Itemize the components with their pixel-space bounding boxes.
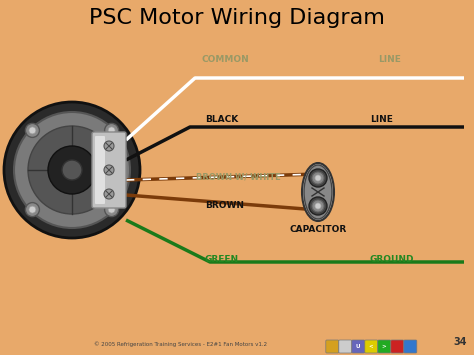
Circle shape bbox=[26, 124, 39, 137]
FancyBboxPatch shape bbox=[326, 340, 339, 353]
Circle shape bbox=[62, 160, 82, 180]
Circle shape bbox=[104, 165, 114, 175]
Circle shape bbox=[315, 175, 321, 181]
Circle shape bbox=[104, 141, 114, 151]
FancyBboxPatch shape bbox=[365, 340, 378, 353]
FancyBboxPatch shape bbox=[391, 340, 404, 353]
Text: © 2005 Refrigeration Training Services - E2#1 Fan Motors v1.2: © 2005 Refrigeration Training Services -… bbox=[93, 342, 267, 347]
Circle shape bbox=[29, 127, 36, 134]
Circle shape bbox=[315, 203, 321, 209]
Circle shape bbox=[26, 203, 39, 217]
Circle shape bbox=[4, 102, 140, 238]
FancyBboxPatch shape bbox=[95, 136, 105, 204]
FancyBboxPatch shape bbox=[404, 340, 417, 353]
Circle shape bbox=[29, 206, 36, 213]
Text: U: U bbox=[356, 344, 360, 349]
Text: LINE: LINE bbox=[370, 115, 393, 125]
Circle shape bbox=[104, 189, 114, 199]
Text: <: < bbox=[368, 344, 373, 349]
Text: PSC Motor Wiring Diagram: PSC Motor Wiring Diagram bbox=[89, 8, 385, 28]
Text: BROWN W/ WHITE: BROWN W/ WHITE bbox=[196, 173, 281, 181]
FancyBboxPatch shape bbox=[339, 340, 352, 353]
Circle shape bbox=[108, 127, 115, 134]
Circle shape bbox=[48, 146, 96, 194]
Text: 34: 34 bbox=[453, 337, 467, 347]
Ellipse shape bbox=[302, 163, 334, 221]
Text: BROWN: BROWN bbox=[205, 201, 244, 209]
Circle shape bbox=[312, 200, 324, 212]
Text: GROUND: GROUND bbox=[370, 256, 414, 264]
FancyBboxPatch shape bbox=[352, 340, 365, 353]
Ellipse shape bbox=[304, 165, 332, 219]
Text: LINE: LINE bbox=[379, 55, 401, 65]
Text: >: > bbox=[382, 344, 386, 349]
Text: CAPACITOR: CAPACITOR bbox=[289, 225, 346, 235]
Circle shape bbox=[309, 169, 327, 187]
Text: BLACK: BLACK bbox=[205, 115, 238, 125]
Circle shape bbox=[108, 206, 115, 213]
Circle shape bbox=[309, 197, 327, 215]
Circle shape bbox=[28, 126, 116, 214]
Text: COMMON: COMMON bbox=[201, 55, 249, 65]
FancyBboxPatch shape bbox=[92, 132, 126, 208]
Circle shape bbox=[105, 203, 118, 217]
Circle shape bbox=[14, 112, 130, 228]
Circle shape bbox=[312, 172, 324, 184]
Text: GREEN: GREEN bbox=[205, 256, 239, 264]
Circle shape bbox=[105, 124, 118, 137]
FancyBboxPatch shape bbox=[378, 340, 391, 353]
